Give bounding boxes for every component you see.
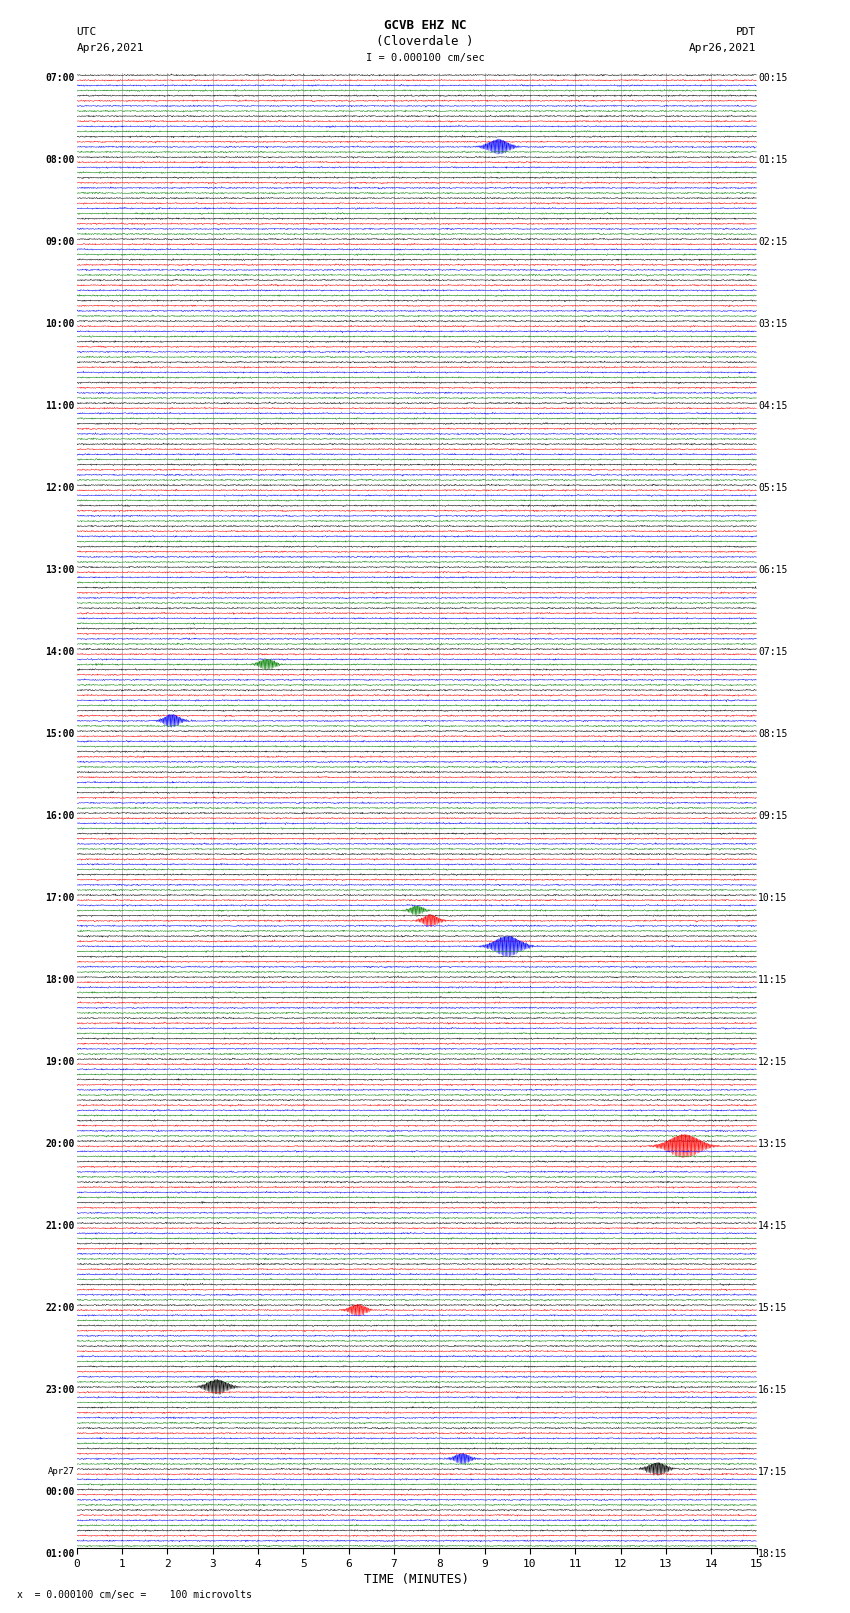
Text: 10:00: 10:00 <box>45 319 75 329</box>
Text: 19:00: 19:00 <box>45 1057 75 1066</box>
Text: 04:15: 04:15 <box>758 400 788 411</box>
Text: 07:00: 07:00 <box>45 73 75 82</box>
Text: 21:00: 21:00 <box>45 1221 75 1231</box>
Text: 07:15: 07:15 <box>758 647 788 656</box>
Text: Apr26,2021: Apr26,2021 <box>76 44 144 53</box>
Text: 12:00: 12:00 <box>45 482 75 492</box>
Text: 23:00: 23:00 <box>45 1384 75 1395</box>
Text: I = 0.000100 cm/sec: I = 0.000100 cm/sec <box>366 53 484 63</box>
Text: UTC: UTC <box>76 27 97 37</box>
Text: 11:15: 11:15 <box>758 974 788 984</box>
Text: 18:00: 18:00 <box>45 974 75 984</box>
Text: 18:15: 18:15 <box>758 1548 788 1558</box>
X-axis label: TIME (MINUTES): TIME (MINUTES) <box>364 1573 469 1586</box>
Text: 16:00: 16:00 <box>45 811 75 821</box>
Text: 17:00: 17:00 <box>45 892 75 903</box>
Text: 22:00: 22:00 <box>45 1303 75 1313</box>
Text: (Cloverdale ): (Cloverdale ) <box>377 35 473 48</box>
Text: 01:00: 01:00 <box>45 1548 75 1558</box>
Text: 14:00: 14:00 <box>45 647 75 656</box>
Text: 00:15: 00:15 <box>758 73 788 82</box>
Text: 20:00: 20:00 <box>45 1139 75 1148</box>
Text: 16:15: 16:15 <box>758 1384 788 1395</box>
Text: 00:00: 00:00 <box>45 1487 75 1497</box>
Text: 15:15: 15:15 <box>758 1303 788 1313</box>
Text: 02:15: 02:15 <box>758 237 788 247</box>
Text: 15:00: 15:00 <box>45 729 75 739</box>
Text: 12:15: 12:15 <box>758 1057 788 1066</box>
Text: 08:15: 08:15 <box>758 729 788 739</box>
Text: 14:15: 14:15 <box>758 1221 788 1231</box>
Text: 13:00: 13:00 <box>45 565 75 574</box>
Text: 11:00: 11:00 <box>45 400 75 411</box>
Text: 09:15: 09:15 <box>758 811 788 821</box>
Text: 17:15: 17:15 <box>758 1466 788 1476</box>
Text: x  = 0.000100 cm/sec =    100 microvolts: x = 0.000100 cm/sec = 100 microvolts <box>17 1590 252 1600</box>
Text: GCVB EHZ NC: GCVB EHZ NC <box>383 19 467 32</box>
Text: 06:15: 06:15 <box>758 565 788 574</box>
Text: 03:15: 03:15 <box>758 319 788 329</box>
Text: 09:00: 09:00 <box>45 237 75 247</box>
Text: Apr26,2021: Apr26,2021 <box>689 44 756 53</box>
Text: 01:15: 01:15 <box>758 155 788 165</box>
Text: 08:00: 08:00 <box>45 155 75 165</box>
Text: 13:15: 13:15 <box>758 1139 788 1148</box>
Text: PDT: PDT <box>736 27 756 37</box>
Text: 10:15: 10:15 <box>758 892 788 903</box>
Text: 05:15: 05:15 <box>758 482 788 492</box>
Text: Apr27: Apr27 <box>48 1468 75 1476</box>
